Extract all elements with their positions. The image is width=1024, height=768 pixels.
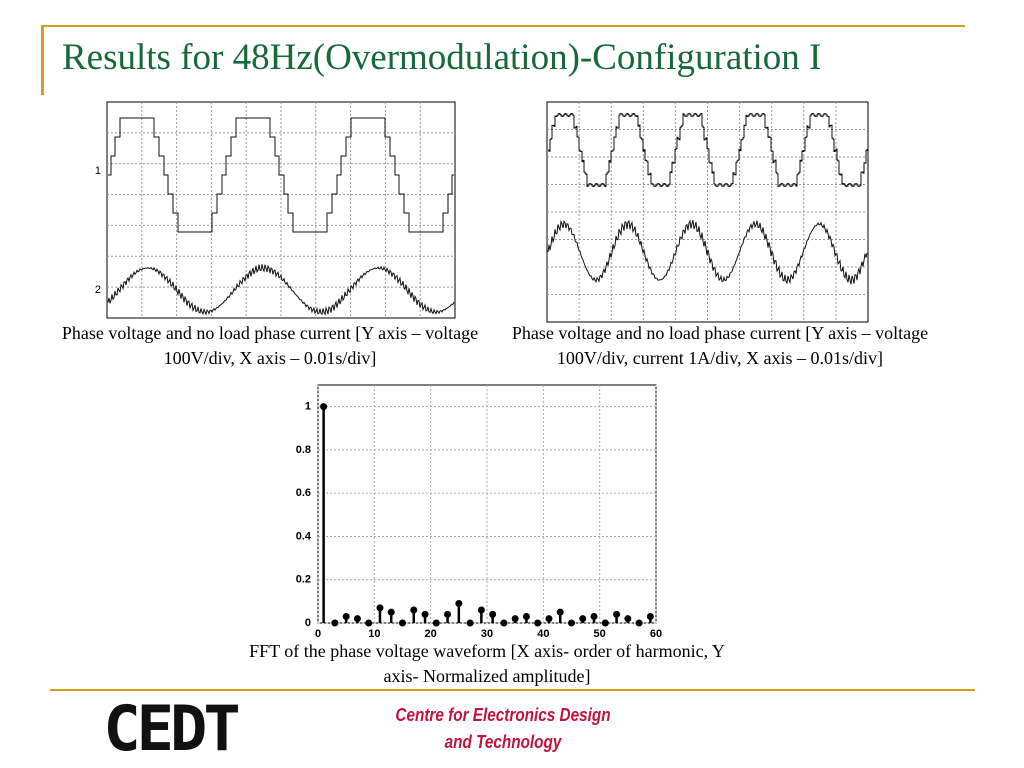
organization-line: and Technology <box>444 732 562 752</box>
stem-marker <box>601 619 609 627</box>
stem-marker <box>568 619 575 627</box>
x-tick-label: 40 <box>537 628 549 640</box>
stem-marker <box>444 610 452 618</box>
waveform <box>548 113 868 187</box>
figure-caption: Phase voltage and no load phase current … <box>511 323 929 368</box>
channel-label: 2 <box>95 284 101 296</box>
stem-marker <box>387 608 395 616</box>
stem-marker <box>635 619 643 627</box>
organization-name: Centre for Electronics Design and Techno… <box>364 702 641 756</box>
oscilloscope-left <box>106 101 456 319</box>
accent-line <box>41 25 965 27</box>
y-tick-label: 0 <box>305 617 311 629</box>
stem-marker <box>432 619 440 627</box>
x-tick-label: 50 <box>594 628 606 640</box>
fft-chart: 00.20.40.60.810 10 20 30 40 50 60 <box>296 384 662 640</box>
stem-marker <box>556 608 564 616</box>
stem-marker <box>613 610 621 618</box>
stem-marker <box>489 610 497 618</box>
waveform <box>107 264 455 317</box>
stem-marker <box>353 615 361 623</box>
y-tick-label: 0.6 <box>296 487 311 499</box>
stem-marker <box>477 606 485 614</box>
channel-label: 1 <box>95 165 101 177</box>
stem-marker <box>500 619 508 627</box>
x-tick-label: 20 <box>425 628 437 640</box>
figure-caption: FFT of the phase voltage waveform [X axi… <box>249 641 725 686</box>
stem-marker <box>579 615 587 623</box>
x-tick-label: 10 <box>368 628 380 640</box>
accent-line <box>41 25 44 95</box>
stem-marker <box>545 615 553 623</box>
x-tick-label: 60 <box>650 628 662 640</box>
stem-marker <box>466 619 474 627</box>
stem-marker <box>511 615 519 623</box>
stem-marker <box>320 403 328 411</box>
waveform <box>547 219 868 285</box>
y-tick-label: 0.2 <box>296 574 311 586</box>
stem-marker <box>365 619 373 627</box>
oscilloscope-right <box>546 101 869 323</box>
stem-marker <box>522 613 530 621</box>
y-tick-label: 0.8 <box>296 444 311 456</box>
slide-title: Results for 48Hz(Overmodulation)-Configu… <box>62 37 822 78</box>
stem-marker <box>410 606 418 614</box>
stem-marker <box>646 613 654 621</box>
stem-marker <box>342 613 350 621</box>
stem-marker <box>590 613 598 621</box>
stem-marker <box>421 610 429 618</box>
figure-caption: Phase voltage and no load phase current … <box>61 323 479 368</box>
stem-marker <box>455 600 463 608</box>
stem-marker <box>624 615 632 623</box>
organization-line: Centre for Electronics Design <box>395 705 611 725</box>
y-tick-label: 0.4 <box>296 530 312 542</box>
footer-line <box>50 689 975 691</box>
waveform <box>108 117 454 233</box>
stem-marker <box>399 619 406 627</box>
stem-marker <box>534 619 542 627</box>
logo: CEDT <box>103 692 240 765</box>
stem-marker <box>331 619 339 627</box>
plot-area <box>317 384 657 624</box>
y-tick-label: 1 <box>305 401 311 413</box>
stem-marker <box>376 604 384 612</box>
x-tick-label: 0 <box>315 628 321 640</box>
x-tick-label: 30 <box>481 628 493 640</box>
